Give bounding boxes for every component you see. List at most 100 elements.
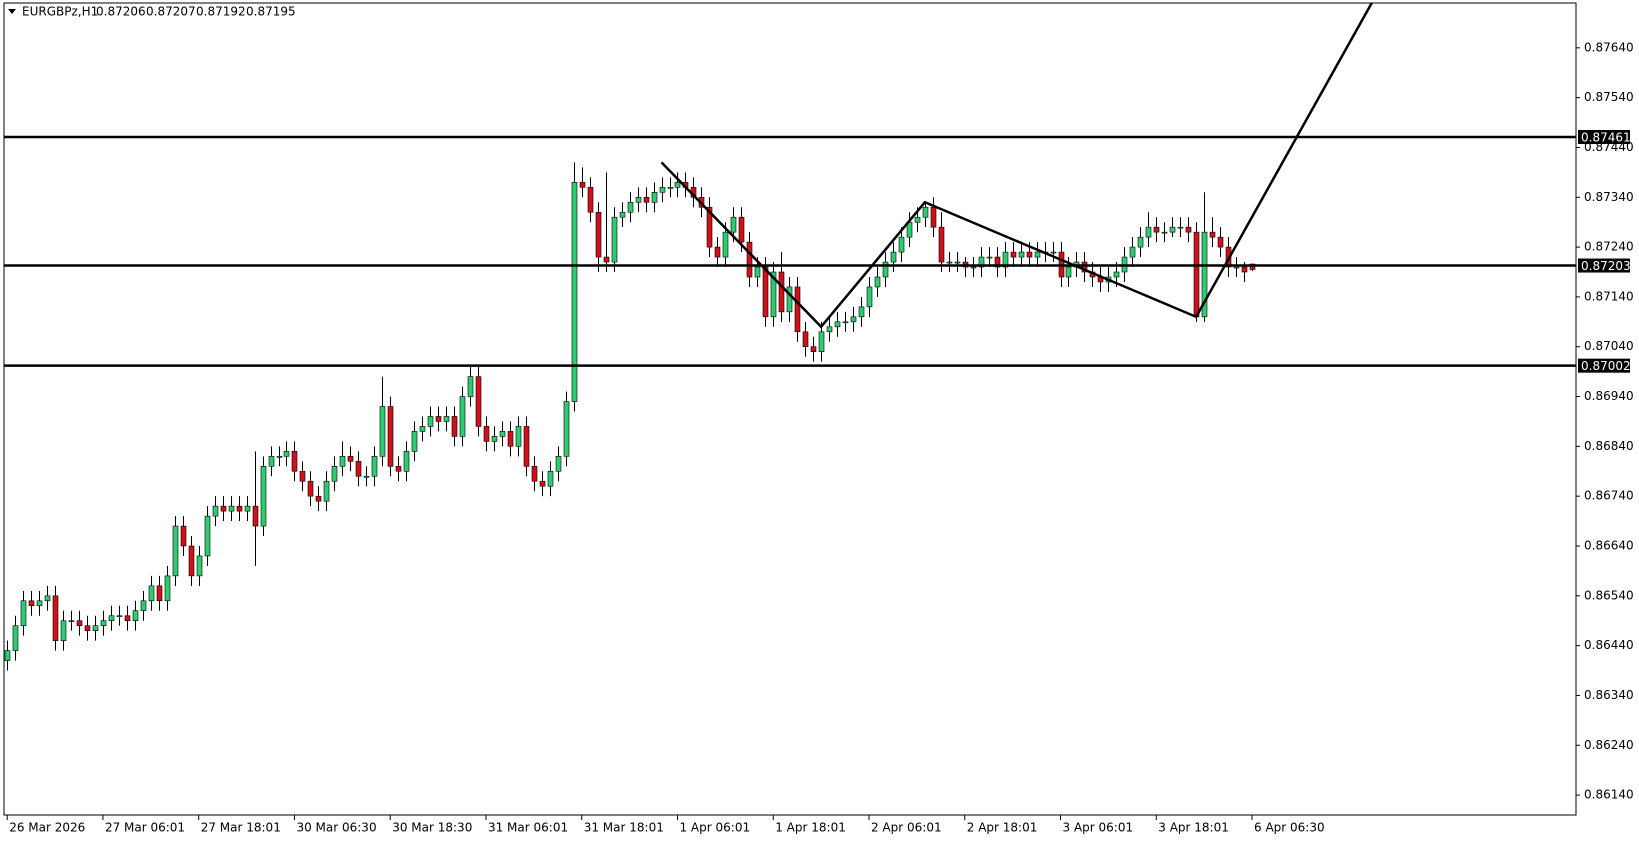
candle-body [164, 575, 171, 602]
candle-body [371, 456, 378, 477]
candle-body [467, 376, 474, 397]
candle-body [643, 196, 650, 203]
candle-body [539, 480, 546, 487]
candle-body [587, 187, 594, 213]
candle-body [738, 216, 745, 243]
candle-body [315, 495, 322, 502]
candle-body [140, 600, 147, 612]
candle-body [291, 451, 298, 472]
candle-body [299, 470, 306, 482]
y-tick-label: 0.86240 [1584, 738, 1634, 752]
axes: 0.876400.875400.874400.873400.872400.871… [6, 40, 1634, 835]
y-tick-label: 0.87540 [1584, 90, 1634, 104]
y-tick-label: 0.87340 [1584, 190, 1634, 204]
x-tick-label: 31 Mar 06:01 [488, 821, 568, 835]
candle-body [674, 182, 681, 188]
y-tick-label: 0.86640 [1584, 538, 1634, 552]
candle-body [1034, 251, 1041, 258]
candle-body [507, 431, 514, 447]
candle-body [810, 346, 817, 353]
symbol: EURGBPz,H1 [22, 5, 98, 19]
y-tick-label: 0.87040 [1584, 339, 1634, 353]
trend-line [660, 3, 1373, 329]
candle-body [443, 416, 450, 422]
x-tick-label: 1 Apr 06:01 [679, 821, 750, 835]
candle-body [619, 211, 626, 218]
candle-body [627, 201, 634, 213]
candle-body [858, 306, 865, 318]
level-label-bg [1578, 358, 1630, 373]
candle-body [611, 216, 618, 263]
header-value: 0.87207 [146, 5, 196, 19]
candle-body [778, 271, 785, 313]
candle-body [52, 595, 59, 641]
candle-body [1081, 261, 1088, 273]
candle-body [563, 401, 570, 457]
candle-body [523, 426, 530, 467]
candle-body [435, 416, 442, 422]
level-label: 0.87461 [1581, 131, 1631, 145]
candle-body [379, 406, 386, 457]
level-label: 0.87002 [1581, 359, 1631, 373]
candle-body [866, 286, 873, 308]
candle-body [4, 650, 11, 661]
candle-body [1209, 231, 1216, 238]
x-tick-label: 30 Mar 18:30 [392, 821, 472, 835]
candle-body [762, 266, 769, 318]
candle-body [1010, 251, 1017, 258]
candle-body [1233, 266, 1240, 269]
candle-body [938, 226, 945, 263]
candle-body [387, 406, 394, 467]
x-tick-label: 31 Mar 18:01 [584, 821, 664, 835]
candle-body [770, 271, 777, 318]
candle-body [659, 187, 666, 193]
menu-arrow[interactable] [8, 9, 16, 14]
candle-body [196, 555, 203, 577]
candle-body [1161, 231, 1168, 234]
candle-body [475, 376, 482, 427]
candle-body [124, 615, 131, 622]
candle-body [635, 196, 642, 203]
candle-body [595, 211, 602, 258]
candle-body [898, 236, 905, 253]
plot-area [4, 3, 1576, 671]
y-tick-label: 0.86740 [1584, 489, 1634, 503]
candle-body [331, 465, 338, 482]
header-value: 0.87195 [246, 5, 296, 19]
x-tick-label: 1 Apr 18:01 [775, 821, 846, 835]
candle-body [1129, 246, 1136, 258]
candle-body [204, 515, 211, 557]
candle-body [60, 620, 67, 641]
candle-body [1018, 251, 1025, 258]
x-tick-label: 3 Apr 18:01 [1158, 821, 1229, 835]
candle-body [882, 261, 889, 278]
candle-body [260, 465, 267, 527]
level-label: 0.87203 [1581, 259, 1631, 273]
candle-body [419, 426, 426, 432]
candle-body [555, 456, 562, 472]
level-label-bg [1578, 258, 1630, 273]
candle-body [547, 470, 554, 487]
candle-body [92, 625, 99, 631]
candle-body [922, 206, 929, 218]
candle-body [355, 461, 362, 477]
x-tick-label: 3 Apr 06:01 [1063, 821, 1134, 835]
candle-body [954, 261, 961, 264]
candle-body [84, 625, 91, 631]
candle-body [986, 256, 993, 259]
y-tick-label: 0.87140 [1584, 289, 1634, 303]
candle-body [28, 600, 35, 607]
candle-body [818, 331, 825, 353]
candle-body [148, 585, 155, 602]
candle-body [1185, 226, 1192, 233]
candle-body [483, 426, 490, 442]
candle-body [970, 266, 977, 269]
candle-body [411, 431, 418, 452]
candle-body [946, 261, 953, 264]
candle-body [339, 456, 346, 467]
candle-body [156, 585, 163, 602]
candle-body [994, 256, 1001, 268]
candle-body [116, 615, 123, 618]
candle-body [794, 286, 801, 333]
